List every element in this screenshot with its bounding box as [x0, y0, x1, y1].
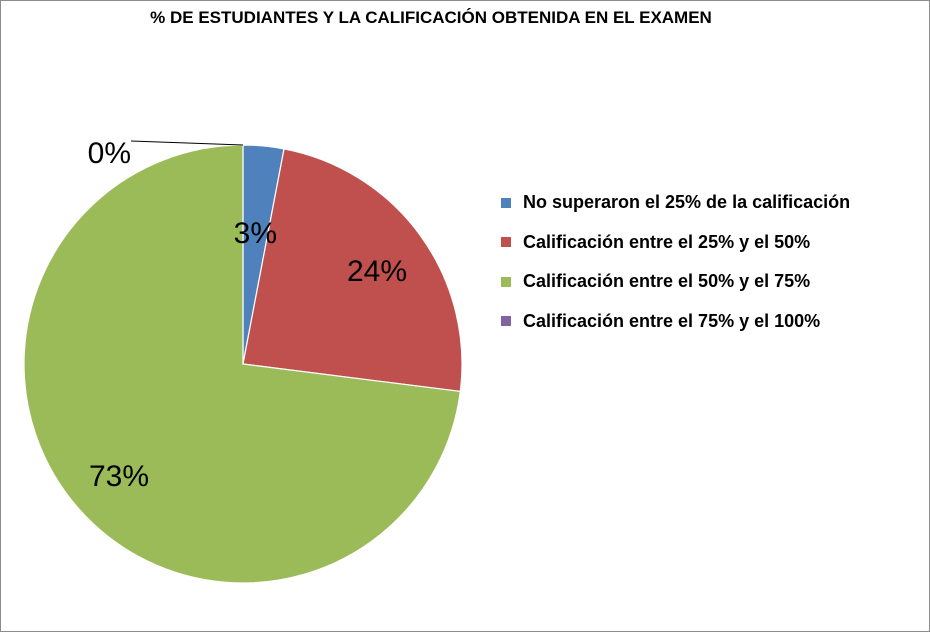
data-label-50-75: 73% [89, 460, 149, 493]
data-labels: 3% 24% 73% 0% [88, 137, 407, 493]
data-label-no-superaron: 3% [234, 217, 277, 250]
legend-swatch-75-100 [501, 316, 511, 327]
legend-item-50-75: Calificación entre el 50% y el 75% [501, 262, 850, 302]
legend-label-no-superaron: No superaron el 25% de la calificación [523, 192, 851, 213]
legend-swatch-25-50 [501, 237, 511, 248]
legend-item-75-100: Calificación entre el 75% y el 100% [501, 302, 850, 342]
legend-label-25-50: Calificación entre el 25% y el 50% [523, 231, 811, 252]
legend-item-25-50: Calificación entre el 25% y el 50% [501, 223, 850, 263]
legend-label-50-75: Calificación entre el 50% y el 75% [523, 271, 811, 292]
chart-title: % DE ESTUDIANTES Y LA CALIFICACIÓN OBTEN… [150, 8, 712, 27]
legend-swatch-no-superaron [501, 197, 511, 208]
leader-lines [130, 140, 244, 146]
pie-slice-25-50 [242, 148, 463, 393]
data-label-75-100: 0% [88, 137, 131, 170]
data-label-25-50: 24% [347, 255, 407, 288]
legend: No superaron el 25% de la calificación Ca… [501, 183, 850, 341]
leader-line-75-100 [130, 140, 244, 146]
legend-swatch-50-75 [501, 276, 511, 287]
legend-label-75-100: Calificación entre el 75% y el 100% [523, 310, 821, 331]
legend-item-no-superaron: No superaron el 25% de la calificación [501, 183, 850, 223]
pie-slice-50-75 [23, 144, 461, 584]
pie-slices [23, 144, 463, 584]
